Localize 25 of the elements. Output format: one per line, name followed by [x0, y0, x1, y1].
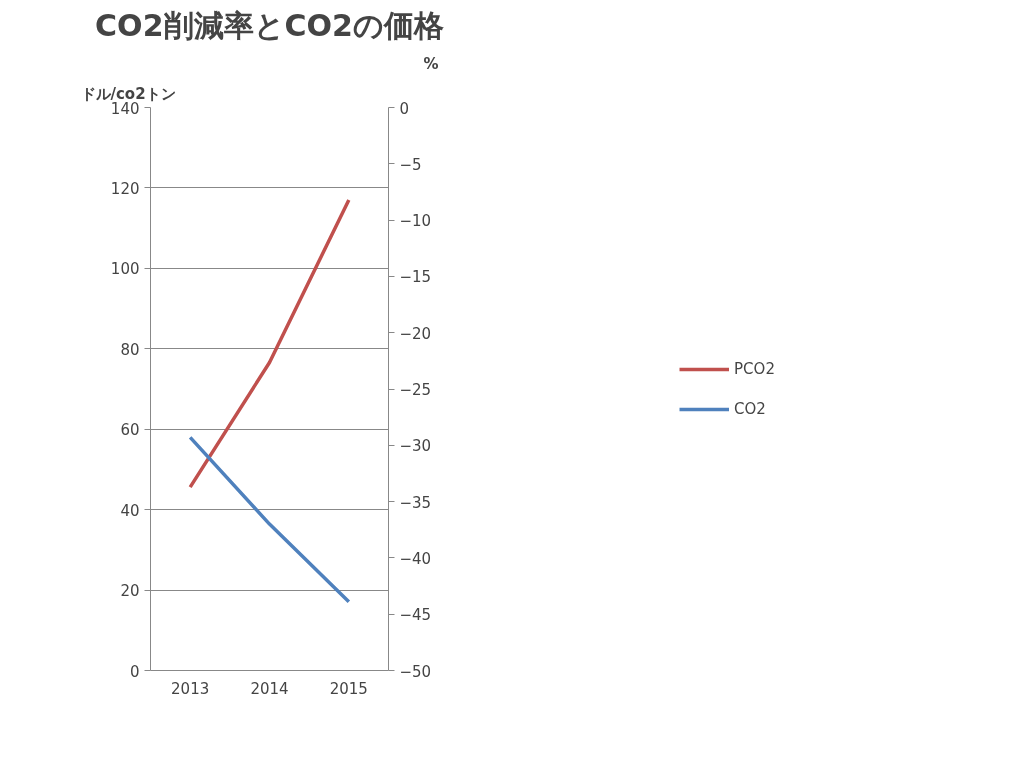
y-tick-label: 100 — [110, 260, 140, 279]
y-tick-label: 20 — [120, 582, 140, 601]
y2-tick-label: −15 — [399, 268, 432, 287]
y2-tick-label: −35 — [399, 493, 432, 512]
y2-tick-label: −30 — [399, 437, 432, 456]
y-tick-label: 80 — [120, 340, 140, 359]
y2-tick-label: −10 — [399, 212, 432, 231]
chart-title: CO2削減率とCO2の価格 — [95, 7, 444, 43]
x-tick-label: 2014 — [250, 679, 289, 698]
legend-label: CO2 — [734, 399, 766, 418]
y-tick-label: 0 — [129, 662, 140, 681]
y2-tick-label: −40 — [399, 549, 432, 568]
y2-tick-label: −20 — [399, 324, 432, 343]
x-tick-label: 2015 — [329, 679, 368, 698]
y2-tick-label: 0 — [399, 99, 410, 118]
x-tick-label: 2013 — [171, 679, 210, 698]
y-tick-label: 120 — [110, 179, 140, 198]
y-tick-label: 60 — [120, 421, 140, 440]
y2-axis-title: % — [423, 54, 439, 73]
legend-label: PCO2 — [734, 359, 775, 378]
y-tick-label: 40 — [120, 501, 140, 520]
y2-tick-label: −45 — [399, 606, 432, 625]
y2-tick-label: −25 — [399, 381, 432, 399]
y2-tick-label: −50 — [399, 662, 432, 681]
y2-tick-label: −5 — [399, 155, 422, 174]
